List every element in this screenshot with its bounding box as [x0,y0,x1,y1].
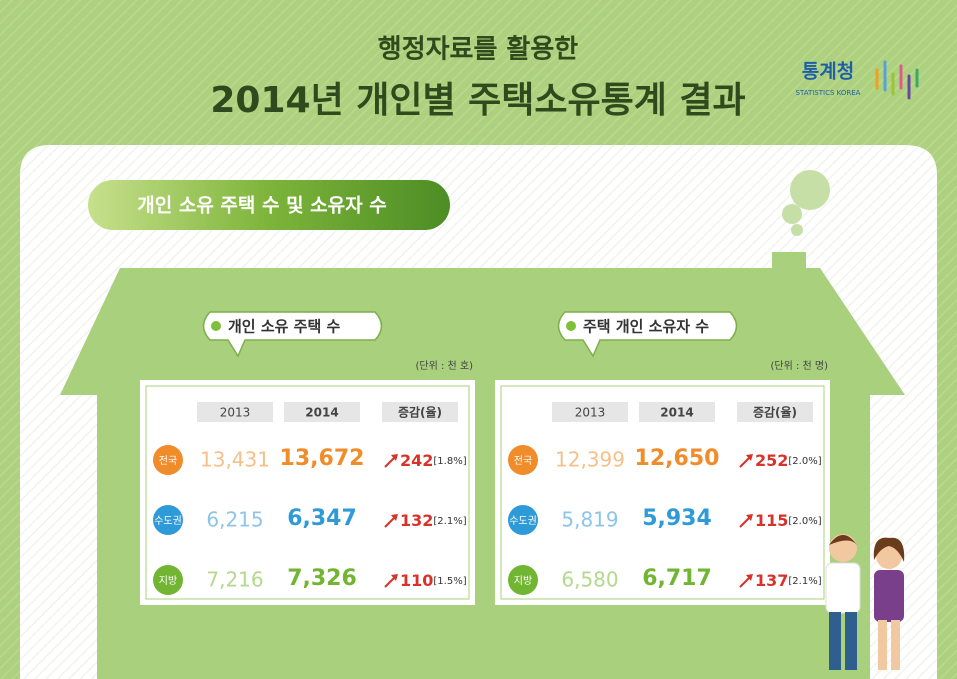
unit: (단위 : 천 호) [415,359,473,372]
arrow [739,516,751,528]
column-header: 2013 [575,406,606,420]
change: 115[2.0%] [755,511,822,530]
change-rate: [1.8%] [433,456,466,467]
arrow [384,456,396,468]
change: 110[1.5%] [400,571,467,590]
region: 지방 [159,575,177,587]
value-2014: 6,347 [287,506,357,531]
arrow-head [746,514,753,521]
table-title: 개인 소유 주택 수 [228,318,340,336]
section-pill [88,180,450,230]
region-badge [153,565,183,595]
table-border [145,385,470,600]
value-2014: 12,650 [635,446,720,471]
value-2014: 13,672 [280,446,365,471]
value-2013: 5,819 [561,508,618,532]
column-header-bg [382,402,458,422]
change-value: 115 [755,511,788,530]
region-badge [153,505,183,535]
region: 수도권 [154,515,182,527]
arrow-head [746,454,753,461]
smoke [782,170,830,236]
bullet [566,321,576,331]
change-rate: [2.0%] [788,516,821,527]
change-rate: [2.1%] [433,516,466,527]
arrow [384,576,396,588]
region: 지방 [514,575,532,587]
value-2013: 6,580 [561,568,618,592]
value-2013: 13,431 [200,448,270,472]
value-2014: 5,934 [642,506,712,531]
column-header-bg [552,402,628,422]
arrow [739,456,751,468]
table-title: 주택 개인 소유자 수 [583,318,709,336]
column-header: 2014 [660,406,693,420]
region: 전국 [514,455,532,467]
region: 전국 [159,455,177,467]
change-rate: [2.0%] [788,456,821,467]
arrow-head [391,574,398,581]
bullet [211,321,221,331]
value-2013: 6,215 [206,508,263,532]
column-header-bg [737,402,813,422]
table-border [500,385,825,600]
column-header: 2013 [220,406,251,420]
arrow [384,516,396,528]
arrow [739,576,751,588]
change-value: 252 [755,451,788,470]
change-value: 110 [400,571,433,590]
column-header: 2014 [305,406,338,420]
bubble [557,311,738,358]
arrow-head [391,514,398,521]
change-value: 137 [755,571,788,590]
logo: 통계청 [802,61,854,83]
title: 2014년 개인별 주택소유통계 결과 [210,80,745,121]
change-rate: [2.1%] [788,576,821,587]
people [825,534,905,670]
change-value: 132 [400,511,433,530]
region-badge [508,445,538,475]
value-2014: 7,326 [287,566,357,591]
change-value: 242 [400,451,433,470]
unit: (단위 : 천 명) [770,359,828,372]
region: 수도권 [509,515,537,527]
arrow-head [391,454,398,461]
column-header-bg [639,402,715,422]
change: 252[2.0%] [755,451,822,470]
column-header: 증감(율) [753,405,797,420]
value-2014: 6,717 [642,566,712,591]
region-badge [508,505,538,535]
change-rate: [1.5%] [433,576,466,587]
change: 137[2.1%] [755,571,822,590]
change: 132[2.1%] [400,511,467,530]
column-header-bg [197,402,273,422]
logo-bars [875,60,919,100]
bubble [202,311,383,358]
value-2013: 7,216 [206,568,263,592]
value-2013: 12,399 [555,448,625,472]
change: 242[1.8%] [400,451,467,470]
logo-en: STATISTICS KOREA [796,89,861,97]
region-badge [153,445,183,475]
column-header: 증감(율) [398,405,442,420]
arrow-head [746,574,753,581]
region-badge [508,565,538,595]
section-title: 개인 소유 주택 수 및 소유자 수 [137,195,386,217]
column-header-bg [284,402,360,422]
subtitle: 행정자료를 활용한 [378,35,578,65]
